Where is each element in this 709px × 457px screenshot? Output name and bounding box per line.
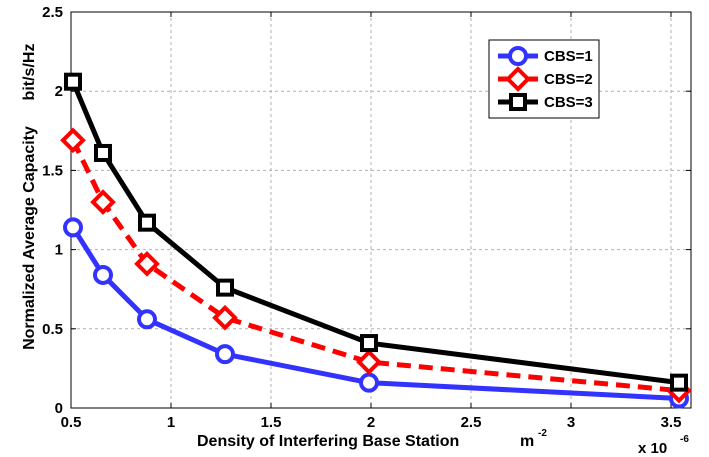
axis-ticks: 0.5 1 1.5 2 2.5 3 3.500.511.522.5 — [42, 4, 691, 431]
x-multiplier: x 10 — [638, 440, 667, 457]
data-point — [60, 127, 86, 154]
x-tick-label: 3.5 — [661, 414, 682, 431]
legend-marker — [505, 66, 531, 92]
legend-label: CBS=1 — [544, 48, 593, 65]
y-tick-label: 0 — [55, 400, 63, 417]
y-tick-label: 1 — [55, 242, 63, 259]
x-axis-label: Density of Interfering Base Station — [197, 433, 459, 450]
x-axis-unit-exponent: -2 — [538, 428, 547, 439]
data-point — [360, 334, 378, 353]
data-point — [670, 373, 688, 392]
x-tick-label: 1 — [167, 414, 175, 431]
series-line — [70, 80, 680, 386]
data-point — [93, 264, 113, 285]
legend-label: CBS=2 — [544, 71, 593, 88]
x-tick-label: 3 — [567, 414, 575, 431]
data-point — [137, 309, 157, 330]
data-point — [94, 143, 112, 162]
legend: CBS=1 CBS=2 CBS=3 — [488, 39, 600, 119]
data-point — [216, 278, 234, 297]
data-point — [138, 213, 156, 232]
series-3 — [64, 72, 688, 392]
x-axis-unit: m — [520, 433, 534, 450]
series-1 — [63, 217, 689, 409]
series-line — [70, 139, 680, 394]
y-tick-label: 1.5 — [42, 162, 63, 179]
legend-marker — [508, 46, 528, 66]
y-tick-label: 0.5 — [42, 321, 63, 338]
data-point — [63, 217, 83, 238]
y-tick-label: 2.5 — [42, 4, 63, 21]
data-point — [90, 189, 116, 215]
data-point — [212, 304, 238, 331]
data-point — [359, 372, 379, 393]
data-point — [134, 251, 160, 277]
x-tick-label: 2 — [367, 414, 375, 431]
legend-label: CBS=3 — [544, 94, 593, 111]
x-multiplier-exponent: -6 — [680, 434, 689, 445]
x-tick-label: 2.5 — [461, 414, 482, 431]
y-axis-unit: bit/s/Hz — [21, 44, 38, 101]
x-tick-label: 0.5 — [61, 414, 82, 431]
data-point — [356, 349, 382, 375]
plot-frame — [70, 11, 692, 409]
y-axis-label: Normalized Average Capacity — [21, 126, 38, 350]
data-point — [215, 344, 235, 365]
x-tick-label: 1.5 — [261, 414, 282, 431]
y-tick-label: 2 — [55, 83, 63, 100]
series — [60, 72, 692, 409]
legend-marker — [509, 93, 527, 111]
data-point — [64, 72, 82, 91]
